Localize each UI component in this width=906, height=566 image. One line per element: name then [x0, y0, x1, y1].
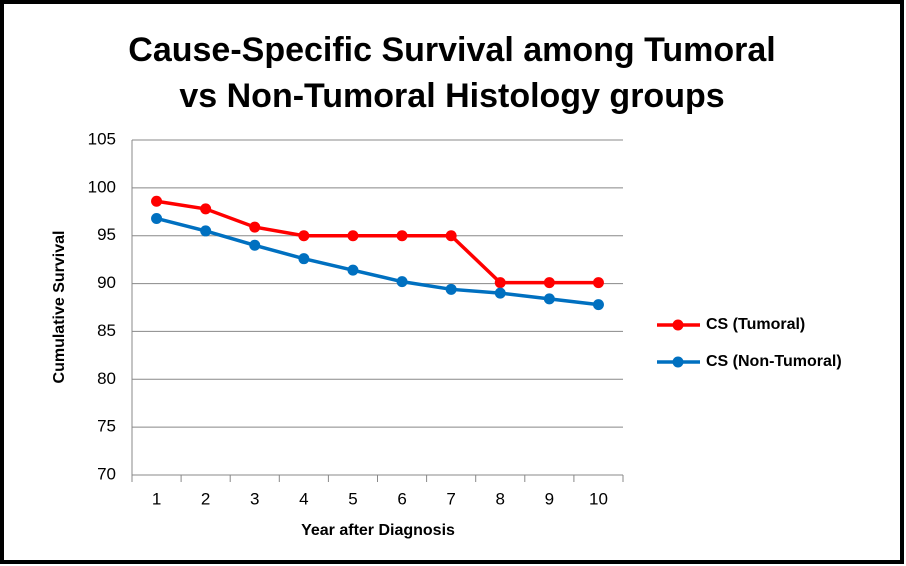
x-tick-label: 4	[299, 489, 308, 508]
data-point	[249, 239, 261, 251]
data-point	[200, 225, 212, 237]
y-tick-label: 85	[97, 321, 116, 340]
y-tick-label: 95	[97, 225, 116, 244]
y-tick-label: 70	[97, 464, 116, 483]
data-point	[445, 283, 457, 295]
x-tick-label: 8	[496, 489, 505, 508]
data-point	[592, 299, 604, 311]
series-line	[156, 216, 599, 307]
legend-label: CS (Tumoral)	[706, 316, 805, 333]
data-point	[543, 293, 555, 305]
data-point	[445, 230, 457, 242]
x-tick-label: 5	[348, 489, 357, 508]
x-tick-label: 10	[589, 489, 608, 508]
y-tick-label: 105	[88, 129, 116, 148]
x-tick-label: 9	[545, 489, 554, 508]
data-point	[396, 230, 408, 242]
data-point	[494, 277, 506, 289]
data-point	[347, 230, 359, 242]
data-point	[249, 221, 261, 233]
data-point	[298, 253, 310, 265]
x-tick-label: 7	[446, 489, 455, 508]
x-tick-label: 6	[397, 489, 406, 508]
y-tick-label: 75	[97, 417, 116, 436]
data-point	[396, 276, 408, 288]
y-tick-label: 90	[97, 273, 116, 292]
series-line	[156, 199, 599, 285]
chart-title: vs Non-Tumoral Histology groups	[179, 77, 724, 115]
data-point	[592, 277, 604, 289]
y-axis-title: Cumulative Survival	[51, 231, 68, 384]
chart-title: Cause-Specific Survival among Tumoral	[128, 31, 775, 69]
data-point	[151, 195, 163, 207]
data-point	[494, 287, 506, 299]
data-point	[298, 230, 310, 242]
legend-marker	[672, 319, 684, 331]
data-point	[151, 212, 163, 224]
x-tick-label: 2	[201, 489, 210, 508]
y-tick-label: 100	[88, 177, 116, 196]
x-tick-label: 3	[250, 489, 259, 508]
y-tick-label: 80	[97, 369, 116, 388]
data-point	[347, 264, 359, 276]
x-tick-label: 1	[152, 489, 161, 508]
data-point	[200, 203, 212, 215]
legend-marker	[672, 356, 684, 368]
legend-label: CS (Non-Tumoral)	[706, 353, 842, 370]
x-axis-title: Year after Diagnosis	[301, 522, 455, 539]
data-point	[543, 277, 555, 289]
